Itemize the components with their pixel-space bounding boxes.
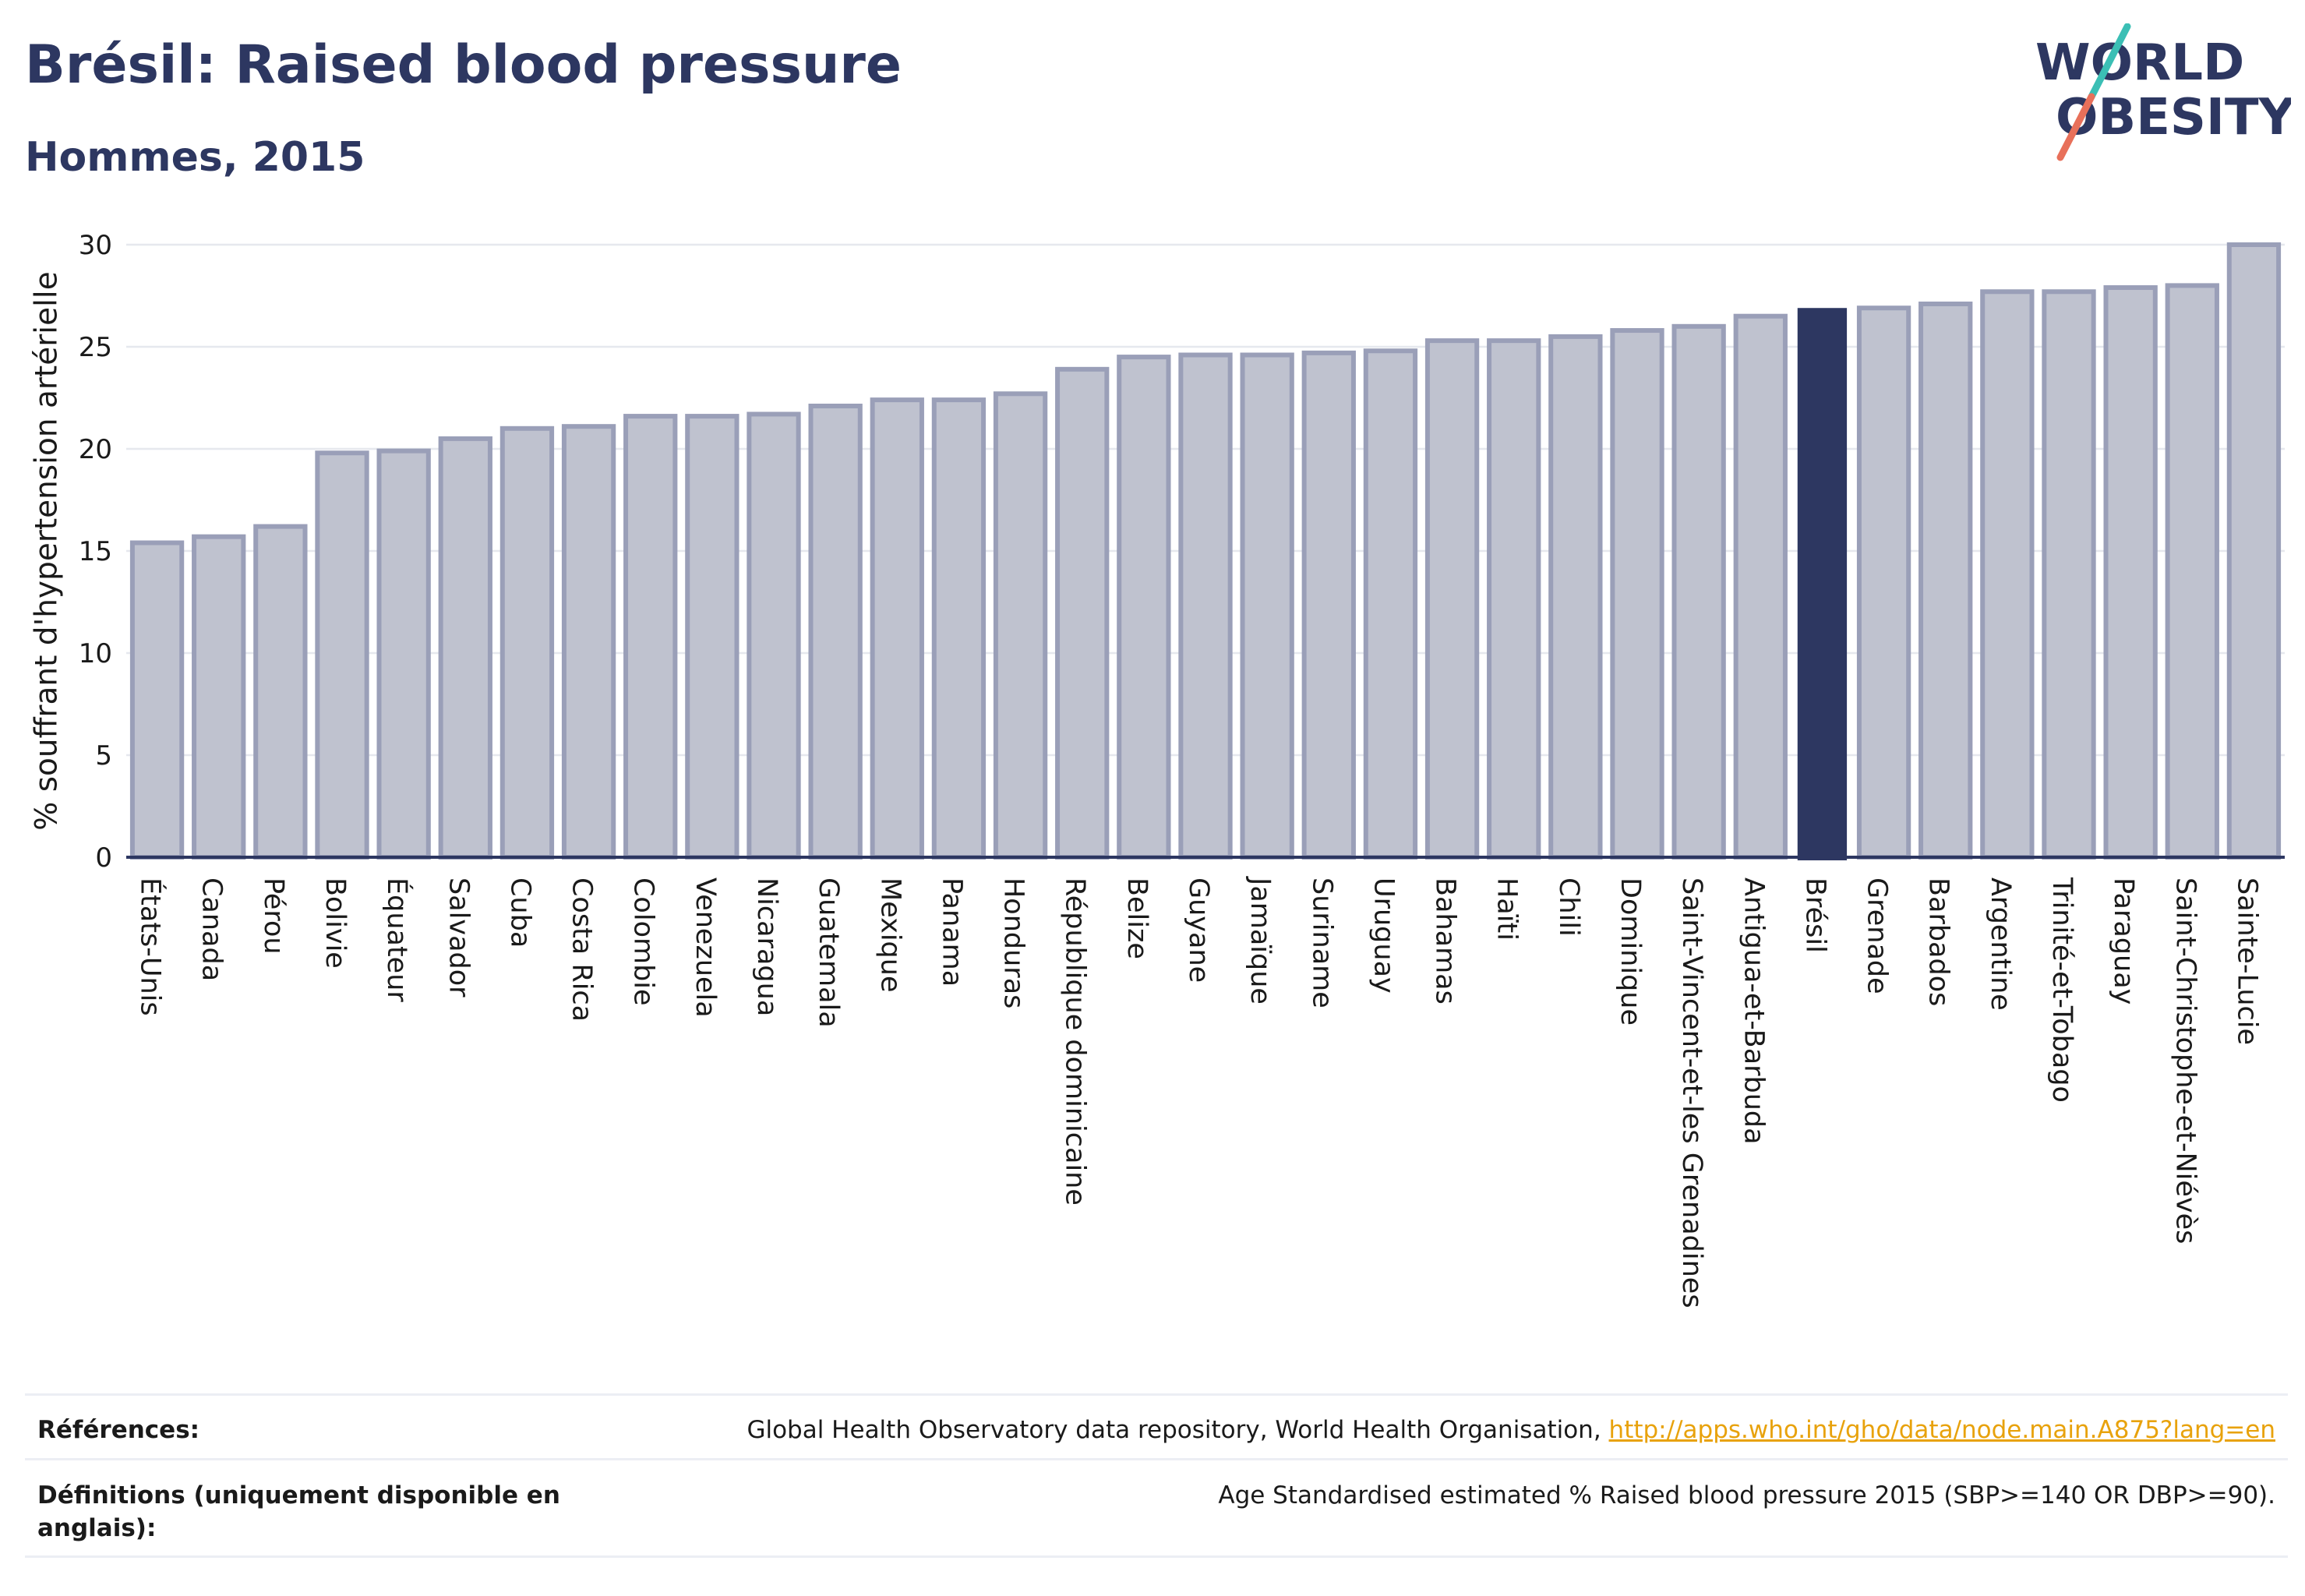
x-tick-label: Trinité-et-Tobago (2046, 877, 2077, 1103)
bar[interactable] (1055, 366, 1110, 860)
x-tick-label: Belize (1121, 877, 1152, 959)
bars (129, 242, 2282, 861)
logo-slash-coral (2056, 93, 2095, 161)
x-tick-label: Canada (196, 877, 228, 981)
x-tick-label: Bolivie (319, 877, 351, 969)
bar[interactable] (1733, 313, 1788, 860)
bar[interactable] (1178, 352, 1233, 860)
bar[interactable] (129, 540, 185, 860)
x-tick-label: République dominicaine (1060, 877, 1091, 1206)
y-tick-label: 0 (95, 842, 112, 874)
y-tick-label: 25 (79, 332, 112, 363)
world-obesity-logo: WORLD OBESITY (2035, 23, 2291, 161)
bar[interactable] (1487, 338, 1541, 860)
bar[interactable] (1610, 328, 1664, 860)
x-tick-label: Brésil (1799, 877, 1830, 953)
bar[interactable] (192, 534, 246, 860)
bar[interactable] (1980, 289, 2035, 860)
y-tick-label: 10 (79, 638, 112, 669)
bar[interactable] (499, 425, 555, 860)
x-tick-label: Antigua-et-Barbuda (1738, 877, 1769, 1145)
logo-slash-teal (2088, 23, 2131, 101)
bar[interactable] (1671, 323, 1726, 860)
footer-divider-bottom (25, 1555, 2288, 1558)
references-text: Global Health Observatory data repositor… (747, 1416, 1609, 1444)
x-tick-label: Barbados (1923, 877, 1954, 1006)
x-tick-label: Dominique (1615, 877, 1646, 1026)
x-tick-label: Costa Rica (567, 877, 598, 1022)
bar-chart: 0 5 10 15 20 25 30 États-Unis Canada Pérou Bolivi… (30, 230, 2285, 1308)
x-tick-label: Suriname (1306, 877, 1337, 1008)
footer-divider-top (25, 1393, 2288, 1396)
x-tick-label: Saint-Vincent-et-les Grenadines (1676, 877, 1707, 1308)
bar[interactable] (561, 424, 616, 860)
bar[interactable] (808, 403, 863, 860)
bar[interactable] (931, 397, 987, 860)
bar[interactable] (1548, 334, 1603, 860)
bar[interactable] (1424, 338, 1480, 860)
bar[interactable] (1856, 305, 1911, 860)
bar[interactable] (1240, 352, 1294, 860)
bar[interactable] (623, 414, 678, 860)
references-link[interactable]: http://apps.who.int/gho/data/node.main.A… (1608, 1416, 2275, 1444)
bar[interactable] (438, 436, 492, 860)
bar[interactable] (1918, 301, 1973, 860)
x-tick-labels: États-Unis Canada Pérou Bolivie Équateur Salv… (135, 876, 2263, 1308)
x-tick-label: Paraguay (2108, 877, 2139, 1005)
x-tick-label: Haïti (1491, 877, 1523, 941)
x-tick-label: Argentine (1985, 877, 2016, 1011)
x-tick-label: Colombie (628, 877, 659, 1006)
x-tick-label: Uruguay (1368, 877, 1399, 994)
footer-divider-mid (25, 1458, 2288, 1460)
bar[interactable] (1301, 350, 1356, 860)
logo-line1: WORLD (2035, 34, 2244, 92)
y-tick-labels: 0 5 10 15 20 25 30 (79, 230, 112, 874)
chart-title: Brésil: Raised blood pressure (25, 34, 902, 96)
bar[interactable] (1117, 355, 1171, 860)
x-tick-label: Salvador (443, 877, 474, 998)
logo-line2: OBESITY (2056, 89, 2291, 147)
references-label: Références: (37, 1416, 200, 1444)
x-tick-label: Équateur (381, 877, 414, 1002)
x-tick-label: Mexique (874, 877, 905, 993)
x-tick-label: Panama (936, 877, 967, 987)
x-tick-label: Jamaïque (1244, 876, 1276, 1005)
y-tick-label: 30 (79, 230, 112, 261)
bar[interactable] (870, 397, 924, 860)
bar[interactable] (685, 414, 740, 860)
y-tick-label: 20 (79, 434, 112, 465)
bar[interactable] (2042, 289, 2096, 860)
x-tick-label: Pérou (258, 877, 289, 955)
bar[interactable] (2226, 242, 2282, 860)
bar-highlight[interactable] (1797, 308, 1848, 861)
x-tick-label: Nicaragua (751, 877, 782, 1016)
x-tick-label: Sainte-Lucie (2231, 877, 2262, 1045)
bar[interactable] (376, 448, 431, 860)
bar[interactable] (2103, 285, 2158, 860)
y-tick-label: 5 (95, 740, 112, 772)
x-tick-label: Venezuela (690, 877, 721, 1018)
x-tick-label: Honduras (998, 877, 1029, 1008)
x-tick-label: Cuba (504, 877, 535, 948)
bar[interactable] (315, 450, 369, 860)
definitions-value: Age Standardised estimated % Raised bloo… (1218, 1481, 2275, 1509)
y-tick-label: 15 (79, 536, 112, 567)
bar[interactable] (253, 524, 308, 860)
bar[interactable] (1363, 348, 1418, 860)
y-axis-title: % souffrant d'hypertension artérielle (30, 271, 65, 831)
x-tick-label: Bahamas (1430, 877, 1461, 1005)
references-value: Global Health Observatory data repositor… (747, 1414, 2275, 1446)
x-tick-label: Guyane (1183, 877, 1214, 983)
x-tick-label: Saint-Christophe-et-Niévès (2169, 877, 2201, 1244)
bar[interactable] (2165, 283, 2219, 860)
x-tick-label: Chili (1553, 877, 1584, 937)
bar[interactable] (993, 391, 1048, 860)
x-tick-label: Grenade (1862, 877, 1893, 994)
x-tick-label: Guatemala (813, 877, 844, 1028)
chart-subtitle: Hommes, 2015 (25, 134, 365, 181)
bar[interactable] (747, 411, 801, 860)
definitions-label: Définitions (uniquement disponible en an… (37, 1481, 560, 1542)
x-tick-label: États-Unis (135, 877, 168, 1016)
